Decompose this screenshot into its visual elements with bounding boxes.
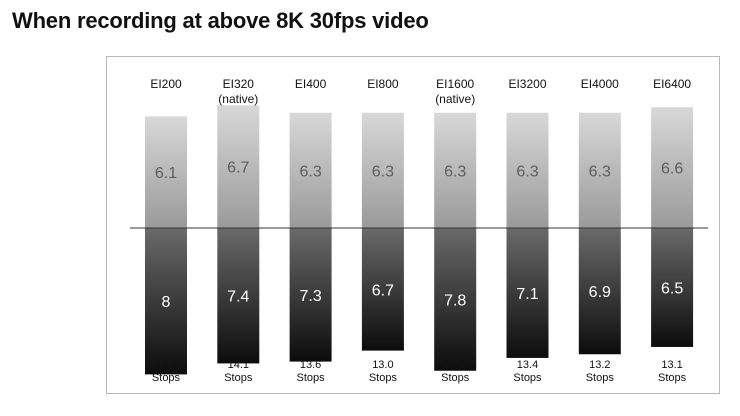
- category-label-7: EI6400: [653, 77, 691, 91]
- bar-upper-4: [434, 112, 477, 228]
- bar-upper-7: [651, 107, 694, 228]
- value-label-upper-3: 6.3: [372, 163, 394, 180]
- bar-lower-1: [217, 228, 260, 364]
- page-title: When recording at above 8K 30fps video: [12, 8, 429, 33]
- bar-upper-5: [506, 112, 549, 228]
- bar-lower-6: [578, 228, 621, 355]
- chart-frame: [106, 56, 720, 394]
- value-label-lower-5: 7.1: [516, 286, 538, 303]
- bar-lower-7: [651, 228, 694, 347]
- total-stops-label-3: 13.0 Stops: [369, 359, 398, 384]
- bar-upper-6: [578, 112, 621, 228]
- bar-lower-5: [506, 228, 549, 358]
- category-label-5: EI3200: [508, 77, 546, 91]
- bar-upper-0: [145, 116, 187, 228]
- total-stops-label-7: 13.1 Stops: [658, 359, 687, 384]
- bar-upper-3: [361, 112, 404, 228]
- category-label-6: EI4000: [581, 77, 619, 91]
- total-stops-label-0: 14.1 Stops: [152, 359, 181, 384]
- bar-upper-1: [217, 105, 260, 228]
- total-stops-label-6: 13.2 Stops: [586, 359, 615, 384]
- bar-lower-3: [361, 228, 404, 351]
- category-label-4: EI1600 (native): [435, 77, 475, 106]
- value-label-upper-5: 6.3: [516, 163, 538, 180]
- value-label-lower-0: 8: [162, 294, 171, 311]
- category-label-1: EI320 (native): [218, 77, 258, 106]
- total-stops-label-4: 14.1 Stops: [441, 359, 470, 384]
- value-label-upper-4: 6.3: [444, 163, 466, 180]
- value-label-upper-0: 6.1: [155, 165, 177, 182]
- value-label-lower-1: 7.4: [227, 289, 249, 306]
- bar-upper-2: [289, 112, 332, 228]
- value-label-lower-4: 7.8: [444, 292, 466, 309]
- value-label-lower-7: 6.5: [661, 280, 683, 297]
- total-stops-label-2: 13.6 Stops: [297, 359, 326, 384]
- value-label-upper-2: 6.3: [299, 163, 321, 180]
- value-label-upper-1: 6.7: [227, 160, 249, 177]
- value-label-upper-6: 6.3: [589, 163, 611, 180]
- category-label-3: EI800: [367, 77, 399, 91]
- category-label-0: EI200: [150, 77, 182, 91]
- bar-lower-0: [145, 228, 187, 375]
- total-stops-label-1: 14.1 Stops: [224, 359, 253, 384]
- value-label-lower-2: 7.3: [299, 288, 321, 305]
- total-stops-label-5: 13.4 Stops: [513, 359, 542, 384]
- value-label-lower-6: 6.9: [589, 284, 611, 301]
- bar-lower-2: [289, 228, 332, 362]
- value-label-upper-7: 6.6: [661, 161, 683, 178]
- bar-lower-4: [434, 228, 477, 371]
- category-label-2: EI400: [295, 77, 327, 91]
- value-label-lower-3: 6.7: [372, 282, 394, 299]
